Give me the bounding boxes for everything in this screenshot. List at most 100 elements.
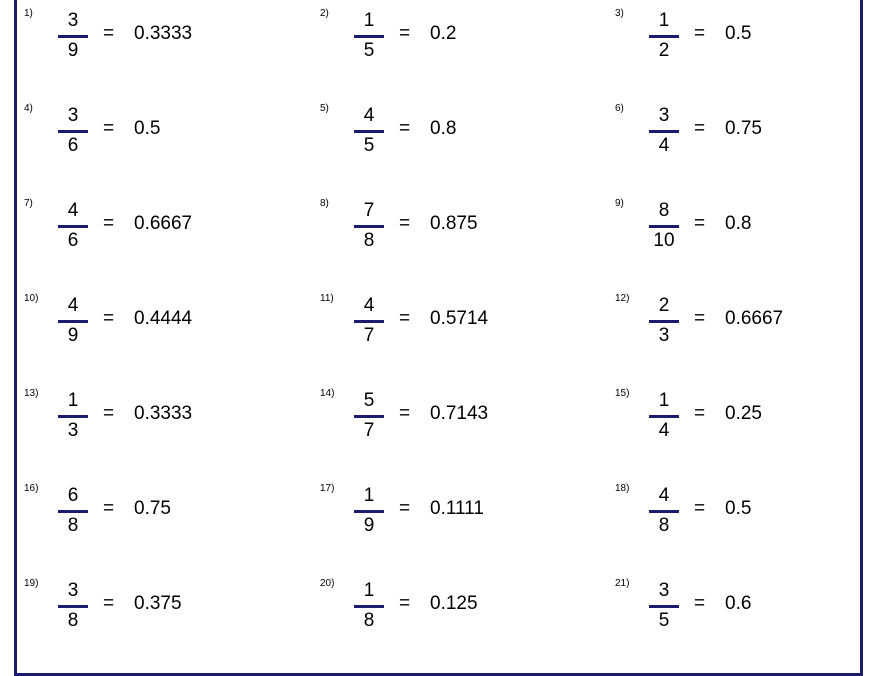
equals-sign: = bbox=[103, 593, 115, 614]
numerator: 4 bbox=[363, 105, 375, 126]
problem-item: 20) 1 8 = 0.125 bbox=[320, 578, 580, 638]
problem-number: 7) bbox=[24, 198, 33, 209]
fraction-bar bbox=[649, 510, 679, 513]
problem-number: 18) bbox=[615, 483, 630, 494]
problem-item: 7) 4 6 = 0.6667 bbox=[24, 198, 284, 258]
equals-sign: = bbox=[694, 23, 706, 44]
problem-item: 5) 4 5 = 0.8 bbox=[320, 103, 580, 163]
problem-item: 12) 2 3 = 0.6667 bbox=[615, 293, 875, 353]
fraction-bar bbox=[354, 510, 384, 513]
problem-item: 1) 3 9 = 0.3333 bbox=[24, 8, 284, 68]
denominator: 6 bbox=[67, 230, 79, 251]
answer-value: 0.2 bbox=[430, 23, 457, 44]
problem-item: 8) 7 8 = 0.875 bbox=[320, 198, 580, 258]
denominator: 5 bbox=[363, 40, 375, 61]
equals-sign: = bbox=[399, 308, 411, 329]
problem-item: 14) 5 7 = 0.7143 bbox=[320, 388, 580, 448]
fraction-bar bbox=[354, 225, 384, 228]
answer-value: 0.5 bbox=[725, 498, 752, 519]
problem-item: 11) 4 7 = 0.5714 bbox=[320, 293, 580, 353]
numerator: 4 bbox=[363, 295, 375, 316]
fraction-bar bbox=[649, 320, 679, 323]
numerator: 4 bbox=[658, 485, 670, 506]
denominator: 3 bbox=[658, 325, 670, 346]
denominator: 6 bbox=[67, 135, 79, 156]
equals-sign: = bbox=[694, 213, 706, 234]
numerator: 3 bbox=[67, 580, 79, 601]
denominator: 7 bbox=[363, 325, 375, 346]
fraction-bar bbox=[58, 225, 88, 228]
fraction-bar bbox=[58, 130, 88, 133]
equals-sign: = bbox=[694, 593, 706, 614]
problem-item: 10) 4 9 = 0.4444 bbox=[24, 293, 284, 353]
fraction-bar bbox=[649, 130, 679, 133]
answer-value: 0.5 bbox=[725, 23, 752, 44]
denominator: 5 bbox=[363, 135, 375, 156]
answer-value: 0.375 bbox=[134, 593, 182, 614]
denominator: 4 bbox=[658, 135, 670, 156]
problem-item: 15) 1 4 = 0.25 bbox=[615, 388, 875, 448]
problem-number: 8) bbox=[320, 198, 329, 209]
equals-sign: = bbox=[399, 23, 411, 44]
answer-value: 0.875 bbox=[430, 213, 478, 234]
answer-value: 0.6667 bbox=[134, 213, 193, 234]
problem-number: 2) bbox=[320, 8, 329, 19]
denominator: 8 bbox=[67, 515, 79, 536]
fraction-bar bbox=[354, 130, 384, 133]
fraction-bar bbox=[58, 35, 88, 38]
equals-sign: = bbox=[399, 118, 411, 139]
fraction-bar bbox=[649, 415, 679, 418]
problem-number: 6) bbox=[615, 103, 624, 114]
equals-sign: = bbox=[399, 498, 411, 519]
denominator: 7 bbox=[363, 420, 375, 441]
numerator: 5 bbox=[363, 390, 375, 411]
problem-number: 1) bbox=[24, 8, 33, 19]
denominator: 8 bbox=[67, 610, 79, 631]
equals-sign: = bbox=[399, 213, 411, 234]
problem-number: 19) bbox=[24, 578, 39, 589]
answer-value: 0.8 bbox=[430, 118, 457, 139]
answer-value: 0.75 bbox=[134, 498, 171, 519]
fraction: 8 10 bbox=[647, 200, 681, 252]
denominator: 4 bbox=[658, 420, 670, 441]
denominator: 9 bbox=[67, 40, 79, 61]
problem-item: 19) 3 8 = 0.375 bbox=[24, 578, 284, 638]
fraction-bar bbox=[58, 415, 88, 418]
answer-value: 0.3333 bbox=[134, 403, 193, 424]
equals-sign: = bbox=[103, 498, 115, 519]
fraction-bar bbox=[58, 605, 88, 608]
denominator: 8 bbox=[658, 515, 670, 536]
answer-value: 0.75 bbox=[725, 118, 762, 139]
answer-value: 0.6667 bbox=[725, 308, 784, 329]
fraction-bar bbox=[354, 605, 384, 608]
numerator: 4 bbox=[67, 200, 79, 221]
equals-sign: = bbox=[103, 308, 115, 329]
problem-number: 12) bbox=[615, 293, 630, 304]
problem-number: 9) bbox=[615, 198, 624, 209]
numerator: 1 bbox=[363, 580, 375, 601]
problem-number: 20) bbox=[320, 578, 335, 589]
answer-value: 0.7143 bbox=[430, 403, 489, 424]
numerator: 1 bbox=[658, 390, 670, 411]
denominator: 9 bbox=[67, 325, 79, 346]
problem-number: 16) bbox=[24, 483, 39, 494]
fraction-bar bbox=[58, 510, 88, 513]
numerator: 6 bbox=[67, 485, 79, 506]
equals-sign: = bbox=[103, 23, 115, 44]
problem-item: 17) 1 9 = 0.1111 bbox=[320, 483, 580, 543]
fraction-bar bbox=[354, 415, 384, 418]
problem-number: 3) bbox=[615, 8, 624, 19]
numerator: 1 bbox=[363, 10, 375, 31]
numerator: 1 bbox=[658, 10, 670, 31]
